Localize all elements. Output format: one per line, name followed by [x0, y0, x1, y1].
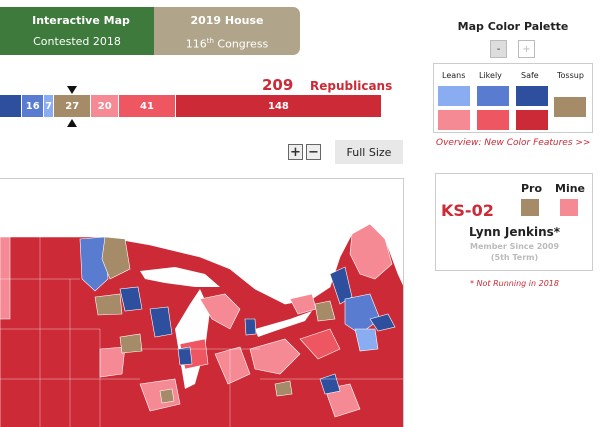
map-region-tossup-mn[interactable] [101, 236, 131, 280]
seat-balance-bar: 16 7 27 20 41 148 [0, 95, 381, 117]
seat-segment-3: 27 [54, 95, 92, 117]
map-region-safe-d-wi[interactable] [149, 306, 173, 338]
swatch-dem-leans[interactable] [438, 86, 470, 106]
seat-segment-5: 41 [119, 95, 176, 117]
map-region-tossup-ny[interactable] [314, 300, 336, 322]
map-region-safe-d-ma[interactable] [369, 313, 396, 332]
congress-number: 116 [185, 37, 207, 51]
map-region-lean-r-4[interactable] [249, 338, 301, 375]
my-rating-swatch[interactable] [560, 199, 578, 216]
map-region-tossup-mn2[interactable] [94, 293, 123, 316]
map-region-tossup-ia[interactable] [119, 333, 143, 354]
tab-2019-house[interactable]: 2019 House 116th Congress [154, 7, 300, 55]
map-lake-erie [255, 311, 312, 337]
seat-segment-1: 16 [22, 95, 45, 117]
zoom-out-button[interactable]: − [306, 144, 321, 160]
representative-since: Member Since 2009 [469, 242, 560, 251]
pro-rating-swatch [521, 199, 539, 216]
not-running-note: * Not Running in 2018 [470, 279, 559, 288]
republican-label: Republicans [310, 79, 393, 93]
tab-interactive-map-subtitle: Contested 2018 [33, 35, 121, 48]
swatch-gop-leans[interactable] [438, 110, 470, 130]
map-region-ks-pink-1[interactable] [0, 236, 11, 320]
seat-segment-4: 20 [91, 95, 120, 117]
map-region-likely-d-mn[interactable] [79, 236, 109, 292]
palette-box [433, 63, 593, 133]
district-map[interactable] [0, 178, 404, 427]
overview-color-features-link[interactable]: Overview: New Color Features >> [436, 138, 591, 148]
palette-minus-button[interactable]: - [490, 40, 507, 58]
palette-title: Map Color Palette [457, 20, 569, 33]
palette-label-leans: Leans [442, 71, 466, 80]
tab-2019-house-title: 2019 House [190, 14, 264, 27]
district-id: KS-02 [441, 201, 494, 220]
congress-ordinal: th [206, 37, 214, 45]
swatch-tossup[interactable] [554, 97, 586, 117]
tab-interactive-map[interactable]: Interactive Map Contested 2018 [0, 7, 154, 55]
palette-label-likely: Likely [479, 71, 502, 80]
palette-label-tossup: Tossup [557, 71, 584, 80]
representative-name: Lynn Jenkins* [468, 225, 561, 239]
representative-term: (5th Term) [490, 253, 539, 262]
map-region-tossup-pa[interactable] [274, 380, 293, 397]
map-lake-superior [140, 267, 220, 287]
swatch-gop-safe[interactable] [516, 110, 548, 130]
map-region-safe-d-ny[interactable] [329, 266, 353, 305]
my-rating-label: Mine [555, 182, 586, 195]
seat-segment-6: 148 [175, 95, 381, 117]
map-region-lean-r-6[interactable] [139, 378, 181, 412]
pro-rating-label: Pro [521, 182, 543, 195]
map-region-safe-d-ne[interactable] [344, 293, 381, 335]
map-region-lean-r-3[interactable] [199, 293, 241, 330]
map-region-likely-r-1[interactable] [299, 328, 341, 360]
swatch-gop-likely[interactable] [477, 110, 509, 130]
map-region-lean-r-2[interactable] [349, 223, 393, 280]
majority-marker-bottom-icon [67, 119, 77, 127]
congress-word: Congress [213, 37, 269, 51]
zoom-in-button[interactable]: + [288, 144, 303, 160]
map-region-safe-d-chicago[interactable] [177, 346, 193, 366]
seat-segment-0 [0, 95, 23, 117]
seat-segment-2: 7 [44, 95, 54, 117]
map-district-lines [0, 237, 403, 427]
full-size-button[interactable]: Full Size [335, 140, 403, 164]
tab-interactive-map-title: Interactive Map [32, 14, 130, 27]
district-card [435, 173, 593, 271]
map-region-tossup-il[interactable] [159, 388, 175, 404]
map-region-lean-r-5[interactable] [214, 346, 251, 385]
tab-2019-house-subtitle: 116th Congress [154, 35, 300, 51]
majority-marker-top-icon [67, 86, 77, 94]
district-map-svg[interactable] [0, 179, 404, 427]
map-region-lean-r-7[interactable] [99, 346, 126, 378]
swatch-dem-safe[interactable] [516, 86, 548, 106]
map-region-lean-d-ne[interactable] [354, 328, 379, 352]
palette-label-safe: Safe [521, 71, 539, 80]
republican-seat-total: 209 [262, 76, 294, 94]
map-region-safe-d-mi[interactable] [244, 318, 257, 336]
palette-plus-button[interactable]: + [518, 40, 535, 58]
swatch-dem-likely[interactable] [477, 86, 509, 106]
map-region-safe-d-mn[interactable] [119, 286, 143, 312]
